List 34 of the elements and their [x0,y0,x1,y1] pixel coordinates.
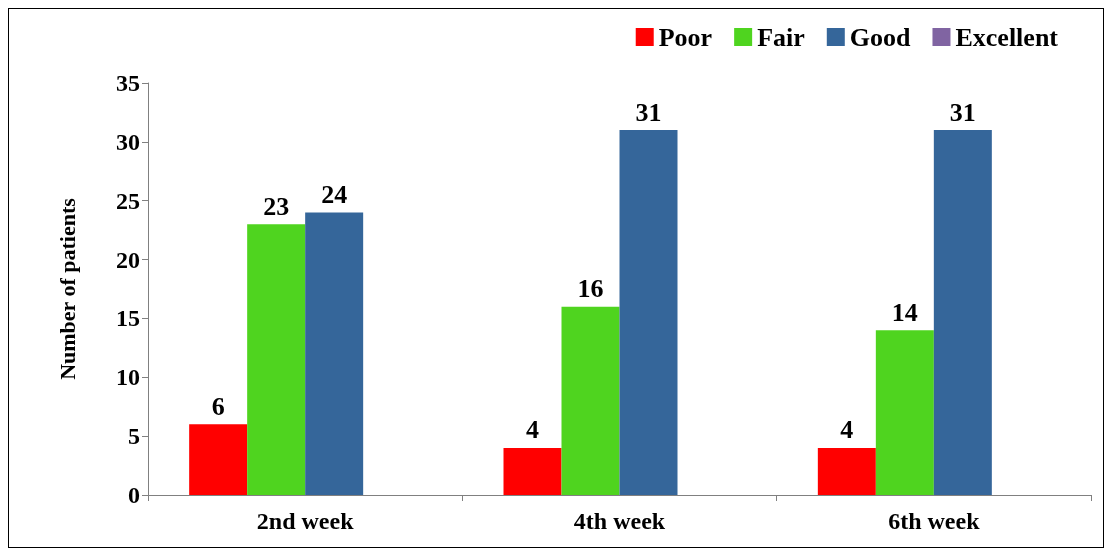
bar [189,424,248,495]
legend-label: Fair [757,22,805,52]
y-tick-label: 10 [116,364,140,391]
legend-label: Good [849,22,912,52]
bar [817,447,876,495]
x-tick-label: 2nd week [256,508,355,534]
data-label: 4 [840,415,854,445]
y-tick-label: 30 [116,128,140,155]
y-tick-label: 0 [128,482,140,508]
legend-label: Excellent [955,22,1059,52]
x-tick-label: 6th week [888,508,981,534]
x-tick-label: 4th week [573,508,666,534]
data-label: 23 [263,191,290,221]
y-tick-label: 35 [116,70,140,96]
data-label: 31 [635,97,662,127]
y-tick-label: 15 [116,305,140,332]
bar [875,330,934,495]
data-label: 6 [211,391,225,421]
data-label: 4 [526,415,539,445]
y-tick-label: 5 [128,423,140,450]
y-tick-label: 25 [116,187,140,214]
data-label: 16 [577,274,604,304]
bar [247,224,306,495]
legend-label: Poor [658,22,713,52]
data-label: 14 [891,297,918,327]
bar [619,130,678,495]
y-axis-title: Number of patients [54,197,80,380]
data-label: 24 [321,179,348,209]
bar [503,447,562,495]
bar [933,130,992,495]
bar [305,212,364,495]
y-tick-label: 20 [116,246,140,273]
data-label: 31 [949,97,976,127]
bar [561,306,620,495]
